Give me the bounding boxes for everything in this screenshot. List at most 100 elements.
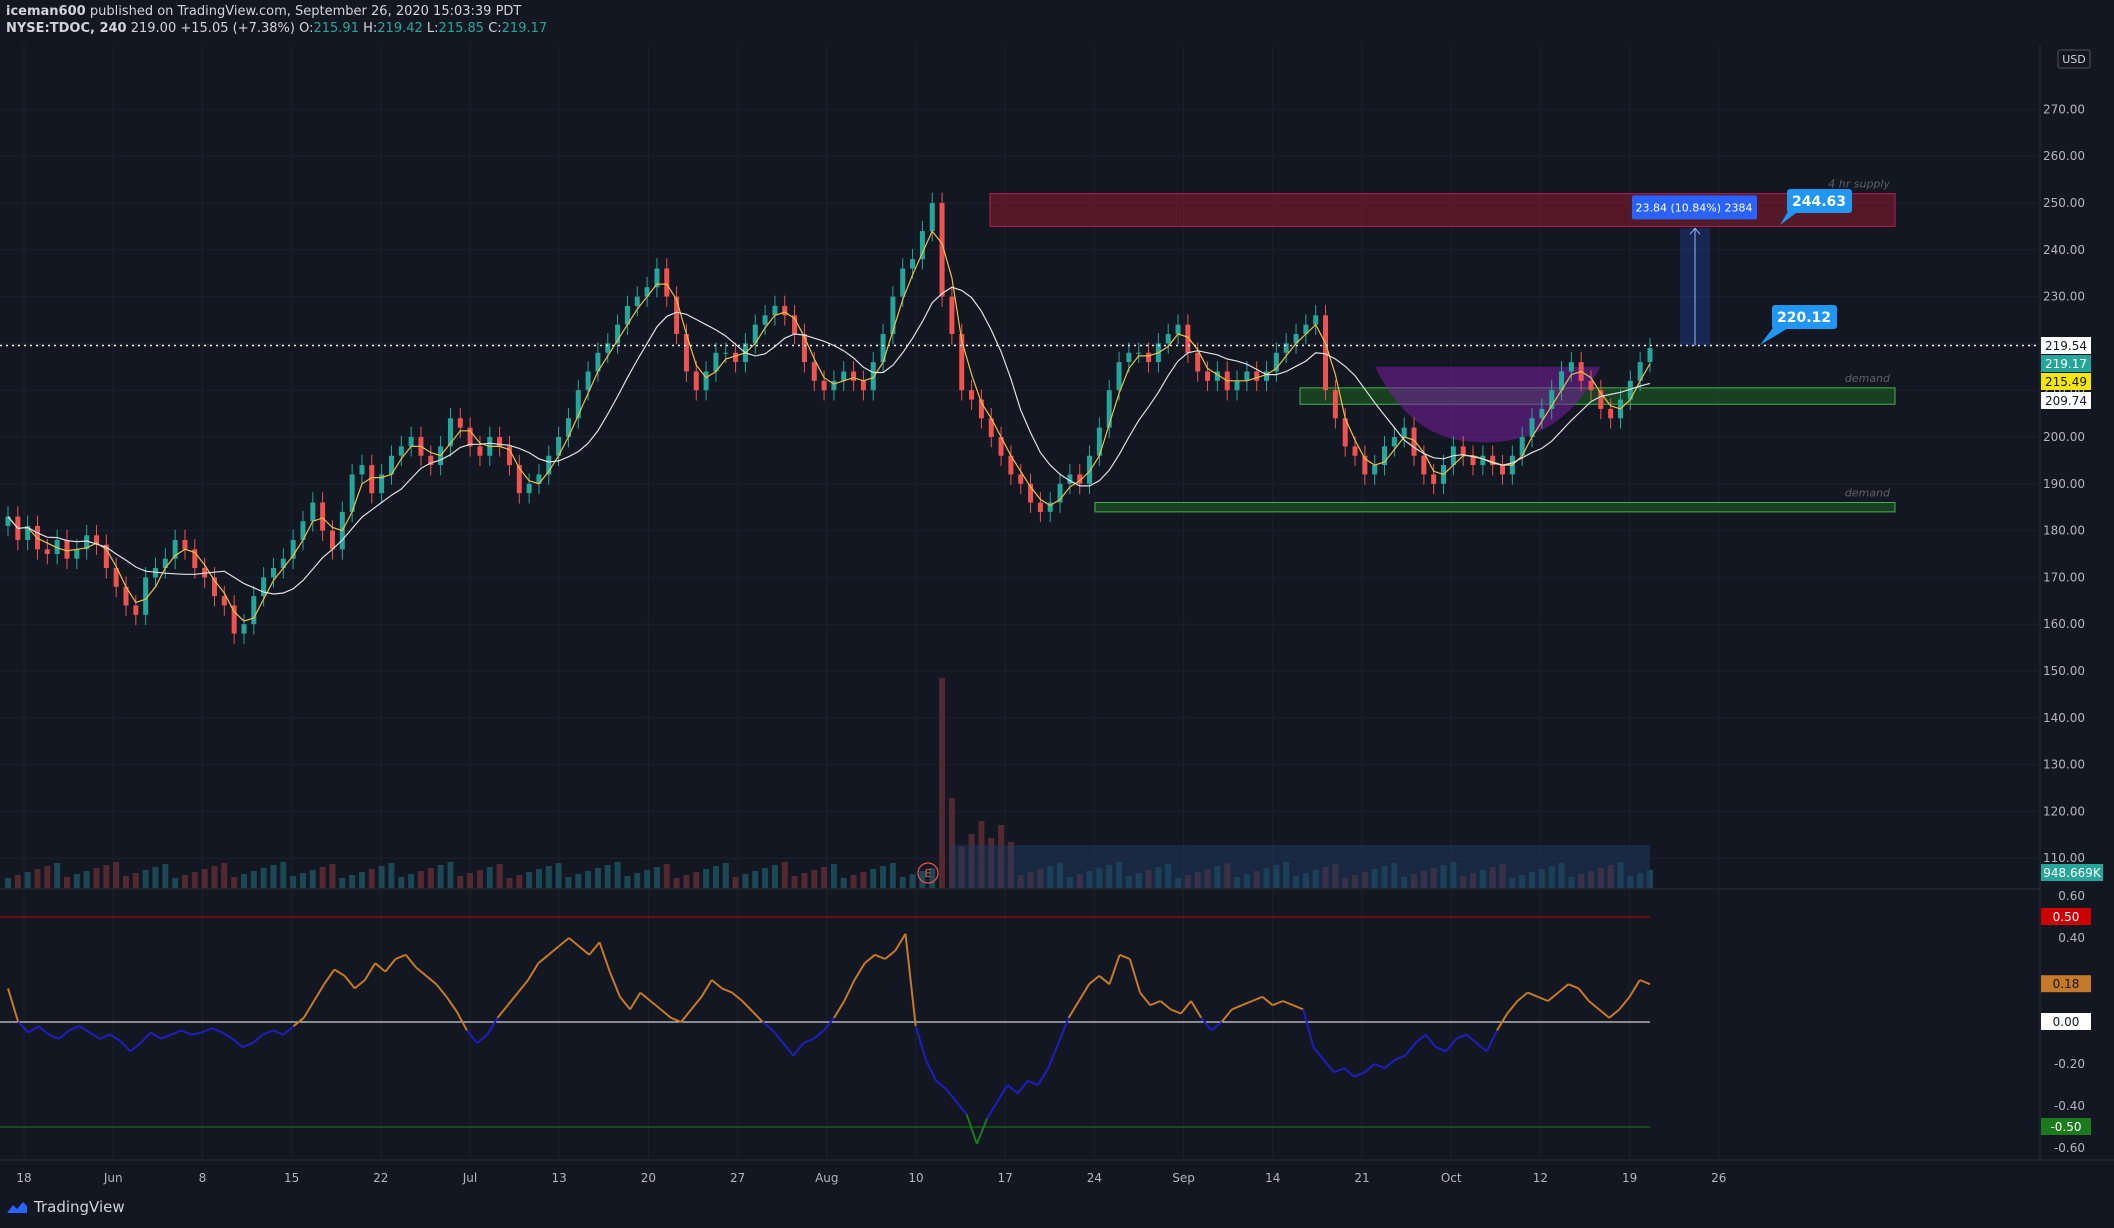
osc-line-segment: [1190, 1000, 1203, 1019]
candle-body: [526, 483, 532, 494]
ma-slow-line: [7, 286, 1651, 595]
candle-body: [359, 465, 365, 475]
zones-layer: 4 hr supply demand demand: [989, 178, 1896, 513]
osc-line-segment: [1547, 991, 1559, 1002]
candle-body: [969, 390, 975, 400]
volume-bar: [122, 876, 129, 888]
volume-bar: [683, 875, 690, 888]
measure-label: 23.84 (10.84%) 2384: [1635, 201, 1752, 214]
volume-bar: [172, 878, 179, 888]
volume-bars: [5, 678, 1653, 888]
osc-line-segment: [608, 971, 621, 998]
osc-line-segment: [1475, 1042, 1488, 1053]
candle-body: [1431, 474, 1437, 484]
volume-bar: [535, 869, 542, 888]
price-tick-label: 270.00: [2043, 102, 2085, 116]
price-tick-label: 160.00: [2043, 617, 2085, 631]
open-label: O:: [299, 21, 314, 36]
osc-line-segment: [89, 1031, 101, 1040]
osc-level-label-box: [2041, 908, 2091, 925]
osc-line-segment: [99, 1033, 111, 1040]
price-tick-label: 180.00: [2043, 524, 2085, 538]
candle-body: [310, 502, 316, 522]
candle-body: [369, 465, 375, 494]
osc-line-segment: [1037, 1067, 1050, 1086]
osc-line-segment: [864, 954, 876, 964]
price-axis-label: 219.17: [2045, 357, 2087, 371]
osc-line-segment: [1516, 991, 1529, 1002]
candle-body: [988, 418, 994, 437]
time-tick-label: 26: [1711, 1171, 1726, 1185]
osc-line-segment: [506, 991, 519, 1006]
osc-line-segment: [996, 1084, 1009, 1103]
price-tick-label: 190.00: [2043, 477, 2085, 491]
osc-line-segment: [1108, 954, 1121, 985]
osc-line-segment: [191, 1031, 202, 1036]
candle-body: [1273, 352, 1279, 372]
volume-bar: [54, 863, 61, 888]
price-axis[interactable]: 110.00 120.00 130.00 140.00 150.00 160.00 170.…: [2041, 56, 2103, 1155]
osc-line-segment: [242, 1042, 254, 1049]
candle-body: [74, 549, 80, 559]
volume-bar: [299, 873, 306, 888]
candle-body: [1549, 390, 1555, 409]
candle-body: [546, 455, 552, 475]
candle-body: [1647, 348, 1653, 363]
volume-bar: [349, 875, 356, 888]
candle-body: [1303, 324, 1309, 335]
volume-bar: [447, 862, 454, 888]
time-tick-label: 27: [730, 1171, 745, 1185]
osc-line-segment: [272, 1029, 284, 1036]
candle-body: [1490, 455, 1496, 466]
osc-line-segment: [466, 1029, 478, 1044]
osc-line-segment: [1231, 1004, 1243, 1011]
chart-header: iceman600 published on TradingView.com, …: [6, 3, 547, 37]
supply-zone: [989, 193, 1896, 227]
currency-badge-frame[interactable]: [2057, 49, 2091, 69]
osc-line-segment: [537, 954, 550, 964]
candle-body: [1096, 427, 1102, 456]
candle-body: [1165, 334, 1171, 344]
candle-body: [998, 437, 1004, 456]
volume-bar: [565, 877, 572, 888]
price-axis-label-box: [2041, 373, 2091, 390]
candle-body: [84, 535, 90, 550]
volume-ma-area: [950, 845, 1650, 888]
volume-bar: [762, 868, 769, 888]
osc-line-segment: [619, 996, 631, 1011]
volume-bar: [929, 868, 936, 888]
time-axis[interactable]: 18 Jun 8 15 22 Jul 13 20 27 Aug 10 17 24 Sep 14 21 Oct 12…: [16, 1171, 1726, 1185]
osc-line-segment: [1312, 1046, 1325, 1061]
osc-line-segment: [843, 979, 856, 1002]
volume-bar: [5, 878, 11, 888]
volume-bar: [113, 862, 120, 888]
candle-body: [251, 596, 257, 625]
osc-line-segment: [1506, 1000, 1519, 1015]
candle-body: [919, 231, 925, 260]
osc-line-segment: [119, 1040, 132, 1053]
osc-line-segment: [1435, 1046, 1447, 1053]
osc-line-segment: [986, 1101, 999, 1120]
footer-branding[interactable]: TradingView: [6, 1198, 125, 1216]
volume-bar: [476, 870, 483, 888]
candle-body: [1205, 371, 1211, 381]
candle-body: [467, 427, 473, 447]
volume-bar: [870, 869, 877, 888]
demand-zone-lower: [1094, 502, 1896, 513]
candle-body: [516, 465, 522, 494]
volume-bar: [417, 871, 424, 888]
candle-body: [1136, 352, 1142, 354]
volume-bar: [270, 865, 277, 888]
volume-bar: [811, 870, 818, 888]
author-name[interactable]: iceman600: [6, 4, 86, 19]
symbol-interval[interactable]: NYSE:TDOC, 240: [6, 21, 127, 36]
volume-bar: [103, 865, 110, 888]
candle-body: [113, 568, 119, 587]
earnings-marker-label: E: [925, 867, 932, 880]
volume-bar: [132, 873, 139, 888]
candle-body: [792, 315, 798, 335]
volume-bar: [201, 869, 208, 888]
candle-body: [939, 203, 945, 297]
osc-line-segment: [1608, 1008, 1621, 1019]
